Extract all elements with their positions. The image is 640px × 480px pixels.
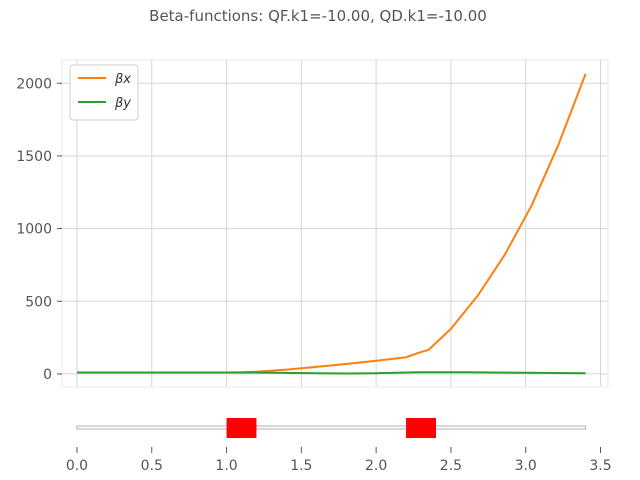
x-tick-label: 0.5 (141, 458, 163, 474)
y-tick-label: 1000 (16, 222, 52, 238)
plot-border (61, 59, 609, 388)
x-tick-label: 1.5 (290, 458, 312, 474)
x-tick-label: 1.0 (215, 458, 237, 474)
y-tick-label: 2000 (16, 76, 52, 92)
x-tick-label: 2.5 (440, 458, 462, 474)
y-tick-label: 500 (25, 294, 52, 310)
series-lines (77, 73, 587, 375)
x-tick-label: 0.0 (66, 458, 88, 474)
y-axis: 0 500 1000 1500 2000 (16, 76, 62, 383)
y-tick-label: 0 (43, 367, 52, 383)
series-line-βx (77, 73, 587, 374)
plot-frame (61, 59, 609, 388)
legend: βx βy (69, 64, 139, 121)
grid (62, 60, 608, 387)
x-tick-label: 2.0 (365, 458, 387, 474)
y-tick-label: 1500 (16, 149, 52, 165)
lattice-element-QF (226, 418, 257, 438)
beamline-axis (76, 425, 587, 430)
x-tick-label: 3.5 (589, 458, 611, 474)
legend-label: βx (114, 72, 131, 87)
x-axis: 0.0 0.5 1.0 1.5 2.0 2.5 3.0 3.5 (66, 447, 612, 474)
lattice-panel (76, 418, 587, 438)
legend-label: βy (114, 96, 131, 111)
lattice-element-QD (406, 418, 436, 438)
x-tick-label: 3.0 (515, 458, 537, 474)
series-line-βy (77, 371, 586, 375)
chart-title: Beta-functions: QF.k1=-10.00, QD.k1=-10.… (149, 7, 487, 25)
